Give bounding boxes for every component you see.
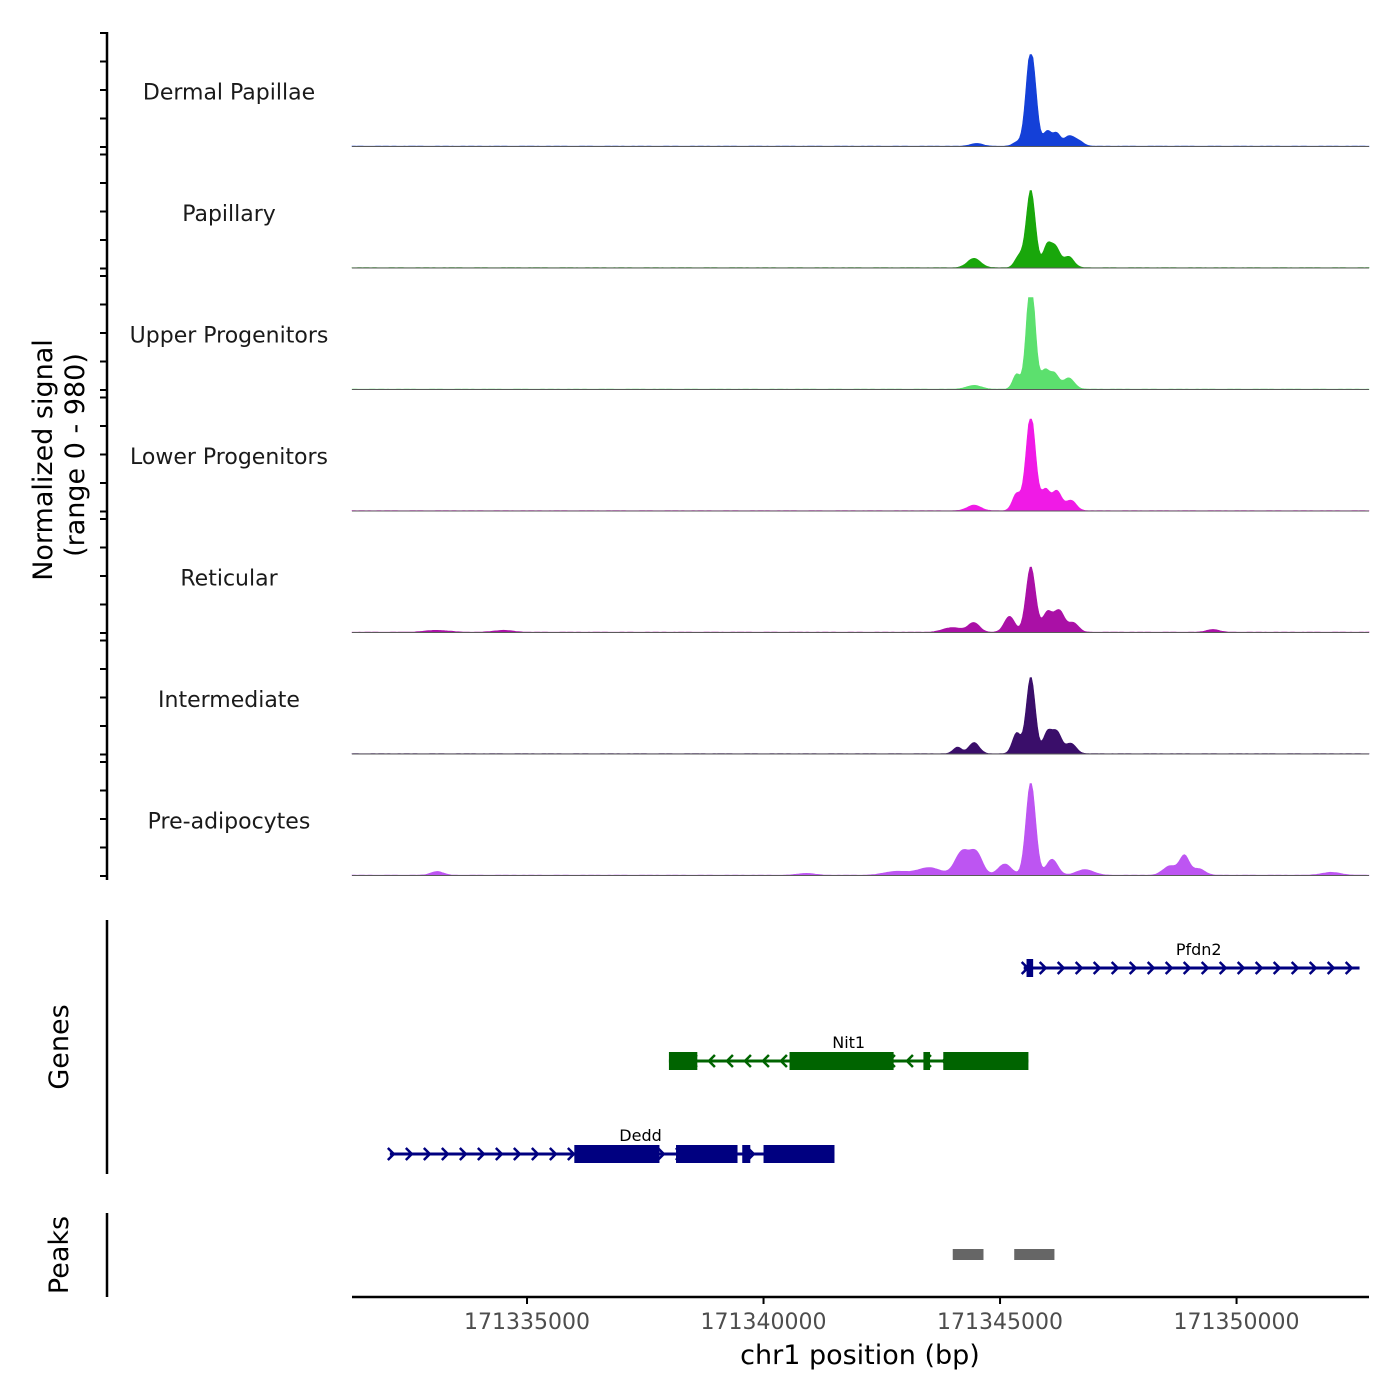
track-label-upper-progenitors: Upper Progenitors [130, 324, 329, 349]
strand-arrow [1200, 961, 1210, 975]
x-axis: 171335000 171340000 171345000 171350000 [352, 1295, 1369, 1335]
track-reticular: Reticular [180, 566, 1370, 633]
track-intermediate: Intermediate [158, 677, 1370, 755]
strand-arrow [1182, 961, 1192, 975]
signal-area-dermal-papillae [351, 54, 1370, 147]
strand-arrow [404, 1147, 414, 1161]
peak-region-1 [952, 1249, 984, 1260]
track-label-pre-adipocytes: Pre-adipocytes [148, 810, 311, 835]
signal-area-papillary [351, 190, 1370, 269]
exon-nit1 [668, 1052, 698, 1070]
track-lower-progenitors: Lower Progenitors [130, 418, 1370, 512]
track-upper-progenitors: Upper Progenitors [130, 297, 1370, 390]
x-tick-label-171340000: 171340000 [701, 1310, 827, 1335]
strand-arrow [1056, 961, 1066, 975]
signal-area-pre-adipocytes [351, 783, 1370, 876]
signal-area-lower-progenitors [351, 418, 1370, 512]
signal-y-axis [100, 32, 109, 880]
track-pre-adipocytes: Pre-adipocytes [148, 783, 1370, 876]
exon-nit1 [923, 1052, 931, 1070]
exon-pfdn2 [1026, 959, 1034, 977]
genes-track-label: Genes [44, 1004, 75, 1089]
strand-arrow [905, 1054, 914, 1068]
strand-arrow [566, 1147, 576, 1161]
strand-arrow [1074, 961, 1084, 975]
strand-arrow [422, 1147, 432, 1161]
exon-nit1 [943, 1052, 1029, 1070]
strand-arrow [476, 1147, 486, 1161]
strand-arrow [743, 1054, 752, 1068]
strand-arrow [458, 1147, 468, 1161]
strand-arrow [1038, 961, 1048, 975]
strand-arrow [1092, 961, 1102, 975]
strand-arrow [512, 1147, 522, 1161]
strand-arrow [494, 1147, 504, 1161]
peak-region-2 [1014, 1249, 1055, 1260]
gene-nit1: Nit1 [668, 1033, 1029, 1070]
x-tick-label-171350000: 171350000 [1174, 1310, 1300, 1335]
peaks-track [952, 1249, 1055, 1260]
signal-area-intermediate [351, 677, 1370, 755]
strand-arrow [1146, 961, 1156, 975]
peaks-track-label: Peaks [44, 1216, 75, 1294]
x-axis-title: chr1 position (bp) [740, 1340, 980, 1371]
signal-tracks: Dermal Papillae Papillary Upper Progenitor… [130, 54, 1370, 876]
exon-dedd [763, 1145, 835, 1163]
strand-arrow [761, 1054, 770, 1068]
track-papillary: Papillary [182, 190, 1370, 269]
strand-arrow [1308, 961, 1318, 975]
strand-arrow [779, 1054, 788, 1068]
gene-label-dedd: Dedd [619, 1126, 661, 1145]
gene-dedd: Dedd [386, 1126, 835, 1163]
strand-arrow [1272, 961, 1282, 975]
track-label-dermal-papillae: Dermal Papillae [143, 81, 315, 106]
strand-arrow [1164, 961, 1174, 975]
x-tick-label-171345000: 171345000 [937, 1310, 1063, 1335]
strand-arrow [1290, 961, 1300, 975]
strand-arrow [707, 1054, 716, 1068]
strand-arrow [1236, 961, 1246, 975]
strand-arrow [1344, 961, 1354, 975]
track-label-lower-progenitors: Lower Progenitors [130, 445, 328, 470]
strand-arrow [386, 1147, 396, 1161]
exon-dedd [676, 1145, 738, 1163]
gene-label-nit1: Nit1 [832, 1033, 865, 1052]
track-label-intermediate: Intermediate [158, 688, 300, 713]
exon-dedd [574, 1145, 660, 1163]
track-label-reticular: Reticular [180, 567, 278, 592]
strand-arrow [725, 1054, 734, 1068]
y-axis-title: Normalized signal [28, 339, 59, 581]
strand-arrow [1128, 961, 1138, 975]
y-axis-range-label: (range 0 - 980) [60, 353, 91, 557]
exon-nit1 [789, 1052, 894, 1070]
track-dermal-papillae: Dermal Papillae [143, 54, 1370, 147]
strand-arrow [1110, 961, 1120, 975]
strand-arrow [530, 1147, 540, 1161]
signal-area-reticular [351, 566, 1370, 633]
x-tick-label-171335000: 171335000 [464, 1310, 590, 1335]
strand-arrow [1254, 961, 1264, 975]
strand-arrow [1326, 961, 1336, 975]
gene-pfdn2: Pfdn2 [1020, 940, 1360, 977]
strand-arrow [440, 1147, 450, 1161]
strand-arrow [656, 1147, 666, 1161]
strand-arrow [548, 1147, 558, 1161]
strand-arrow [1218, 961, 1228, 975]
track-label-papillary: Papillary [182, 202, 276, 227]
exon-dedd [742, 1145, 751, 1163]
genes-track: Pfdn2 Nit1 Dedd [386, 940, 1360, 1163]
signal-area-upper-progenitors [351, 297, 1370, 390]
gene-label-pfdn2: Pfdn2 [1176, 940, 1222, 959]
